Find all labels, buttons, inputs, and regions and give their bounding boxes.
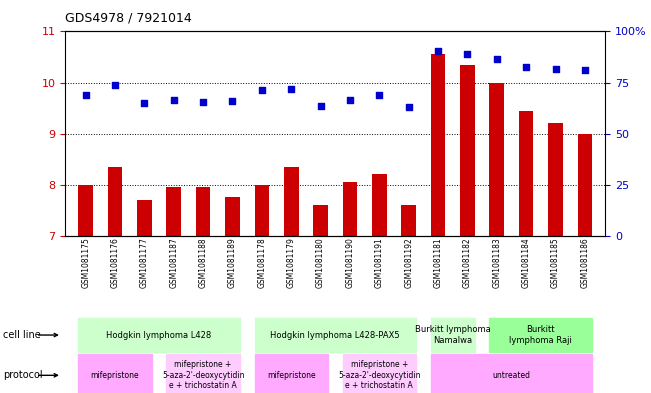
Bar [342,354,416,393]
Bar [431,318,475,352]
Bar [431,54,445,236]
Text: Hodgkin lymphoma L428-PAX5: Hodgkin lymphoma L428-PAX5 [270,331,400,340]
Bar [78,318,240,352]
Text: mifepristone: mifepristone [267,371,316,380]
Bar [137,200,152,236]
Text: Burkitt
lymphoma Raji: Burkitt lymphoma Raji [509,325,572,345]
Point [110,82,120,88]
Bar [401,205,416,236]
Bar [490,83,504,236]
Point [198,99,208,105]
Point [550,66,561,72]
Bar [78,354,152,393]
Point [579,66,590,73]
Point [286,86,296,92]
Point [521,64,531,70]
Bar [284,167,299,236]
Text: protocol: protocol [3,370,43,380]
Point [492,55,502,62]
Bar [372,174,387,236]
Point [315,102,326,108]
Point [404,104,414,110]
Point [374,92,385,98]
Point [139,100,150,106]
Bar [431,354,592,393]
Bar [255,318,416,352]
Bar [196,187,210,236]
Text: Burkitt lymphoma
Namalwa: Burkitt lymphoma Namalwa [415,325,491,345]
Point [433,48,443,54]
Bar [167,187,181,236]
Bar [225,197,240,236]
Bar [167,354,240,393]
Point [227,98,238,105]
Bar [577,134,592,236]
Text: cell line: cell line [3,330,41,340]
Text: GDS4978 / 7921014: GDS4978 / 7921014 [65,12,192,25]
Bar [255,354,328,393]
Text: mifepristone +
5-aza-2'-deoxycytidin
e + trichostatin A: mifepristone + 5-aza-2'-deoxycytidin e +… [162,360,244,390]
Point [256,87,267,93]
Bar [490,318,592,352]
Bar [255,185,270,236]
Text: mifepristone: mifepristone [90,371,139,380]
Point [462,51,473,57]
Bar [548,123,563,236]
Bar [460,64,475,236]
Text: mifepristone +
5-aza-2'-deoxycytidin
e + trichostatin A: mifepristone + 5-aza-2'-deoxycytidin e +… [338,360,421,390]
Bar [519,111,533,236]
Bar [78,185,93,236]
Bar [313,205,328,236]
Bar [107,167,122,236]
Bar [342,182,357,236]
Point [81,92,91,98]
Point [345,97,355,103]
Text: Hodgkin lymphoma L428: Hodgkin lymphoma L428 [107,331,212,340]
Point [169,97,179,103]
Text: untreated: untreated [492,371,531,380]
